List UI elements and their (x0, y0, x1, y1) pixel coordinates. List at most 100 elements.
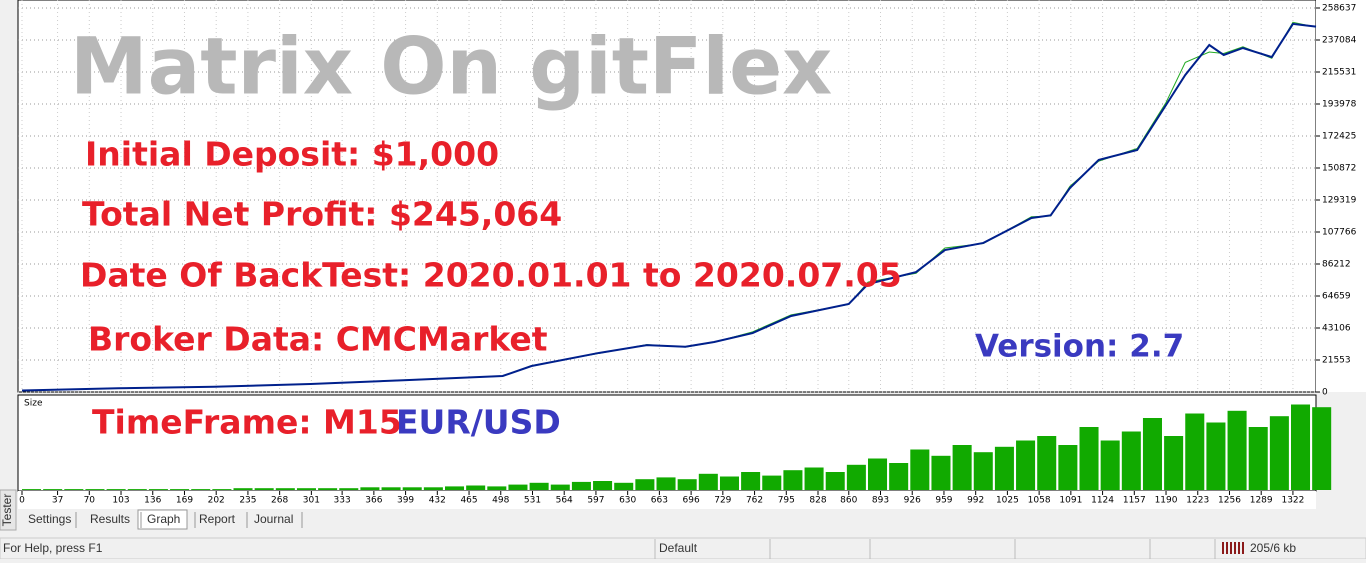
size-bar (783, 470, 803, 490)
size-bar (445, 486, 465, 490)
x-tick-label: 399 (397, 496, 414, 506)
size-bar (1291, 404, 1311, 490)
x-tick-label: 860 (840, 496, 857, 506)
x-tick-label: 169 (176, 496, 193, 506)
size-bar (296, 488, 316, 490)
y-tick-label: 0 (1322, 388, 1328, 398)
x-tick-label: 630 (619, 496, 636, 506)
size-bar (402, 487, 422, 490)
overlay-text: Version: 2.7 (975, 329, 1184, 365)
x-tick-label: 432 (429, 496, 446, 506)
status-separators (654, 539, 1216, 559)
x-tick-label: 992 (967, 496, 984, 506)
size-bar (656, 477, 676, 490)
x-tick-label: 70 (84, 496, 96, 506)
tab[interactable]: Settings (28, 512, 71, 526)
size-bar (719, 476, 739, 490)
y-tick-label: 129319 (1322, 195, 1357, 205)
x-tick-label: 1058 (1028, 496, 1051, 506)
status-text: For Help, press F1 (3, 541, 103, 555)
size-bar (910, 449, 930, 490)
size-bar (106, 489, 126, 490)
size-bar (741, 472, 761, 490)
size-bar (1227, 410, 1247, 490)
x-tick-label: 1091 (1059, 496, 1082, 506)
x-tick-label: 729 (714, 496, 731, 506)
x-tick-label: 959 (935, 496, 952, 506)
size-bar (381, 487, 401, 490)
size-bar (1312, 407, 1332, 490)
x-tick-label: 301 (303, 496, 320, 506)
series-line (21, 22, 1317, 392)
overlay-text: EUR/USD (396, 403, 561, 442)
size-bar (1016, 440, 1036, 490)
size-bar (846, 464, 866, 490)
traffic-icon (1222, 542, 1244, 554)
x-tick-label: 37 (52, 496, 63, 506)
watermark-title: Matrix On gitFlex (70, 22, 832, 112)
overlay-text: Broker Data: CMCMarket (88, 320, 548, 359)
size-bar (127, 489, 147, 490)
size-bar (1037, 436, 1057, 490)
x-tick-label: 564 (556, 496, 573, 506)
x-tick-label: 1256 (1218, 496, 1241, 506)
y-tick-label: 258637 (1322, 4, 1356, 14)
x-tick-label: 1322 (1281, 496, 1304, 506)
size-bar (487, 486, 507, 490)
tab[interactable]: Journal (254, 512, 293, 526)
y-tick-label: 172425 (1322, 131, 1356, 141)
size-bar (1142, 418, 1162, 490)
size-bar (191, 489, 211, 490)
x-tick-label: 202 (208, 496, 225, 506)
tab[interactable]: Results (90, 512, 130, 526)
size-bar (423, 487, 443, 490)
x-tick-label: 0 (19, 496, 25, 506)
size-bar (614, 482, 634, 490)
x-tick-label: 926 (904, 496, 921, 506)
size-bar (889, 463, 909, 490)
size-bar (339, 488, 359, 490)
y-tick-label: 64659 (1322, 292, 1351, 302)
size-bar (466, 485, 486, 490)
size-bar (593, 481, 613, 490)
x-tick-label: 828 (809, 496, 826, 506)
y-tick-label: 237084 (1322, 35, 1357, 45)
side-tab (0, 489, 17, 531)
size-bar (1269, 416, 1289, 490)
x-tick-label: 1289 (1250, 496, 1273, 506)
size-bar (1121, 431, 1141, 490)
x-tick-label: 333 (334, 496, 351, 506)
size-bar (233, 488, 253, 490)
size-bar (64, 489, 84, 490)
size-bar (825, 472, 845, 490)
size-bar (571, 481, 591, 490)
size-bar (1079, 427, 1099, 490)
y-tick-label: 43106 (1322, 324, 1351, 334)
size-bar (1100, 440, 1120, 490)
status-text: 205/6 kb (1250, 541, 1296, 555)
size-bar (170, 489, 190, 490)
tab[interactable]: Report (199, 512, 236, 526)
size-bar (762, 475, 782, 490)
size-bar (994, 446, 1014, 490)
size-bar (931, 455, 951, 490)
x-tick-label: 597 (587, 496, 604, 506)
x-tick-label: 531 (524, 496, 541, 506)
x-tick-label: 696 (683, 496, 700, 506)
tab[interactable]: Graph (147, 512, 180, 526)
size-bar (952, 445, 972, 490)
side-label: Tester (0, 494, 14, 527)
x-tick-label: 366 (365, 496, 382, 506)
active-tab (137, 509, 188, 530)
overlay-text: Date Of BackTest: 2020.01.01 to 2020.07.… (80, 256, 902, 295)
x-tick-label: 795 (778, 496, 795, 506)
x-tick-label: 268 (271, 496, 288, 506)
plot-layer: 0 21553 43106 64659 86212 107766 129319 150872 1… (18, 0, 1357, 506)
size-bar (698, 473, 718, 490)
x-tick-label: 103 (112, 496, 129, 506)
size-bar (275, 488, 295, 490)
status-text: Default (659, 541, 698, 555)
panel-title: Size (24, 399, 43, 409)
x-tick-label: 1190 (1155, 496, 1178, 506)
